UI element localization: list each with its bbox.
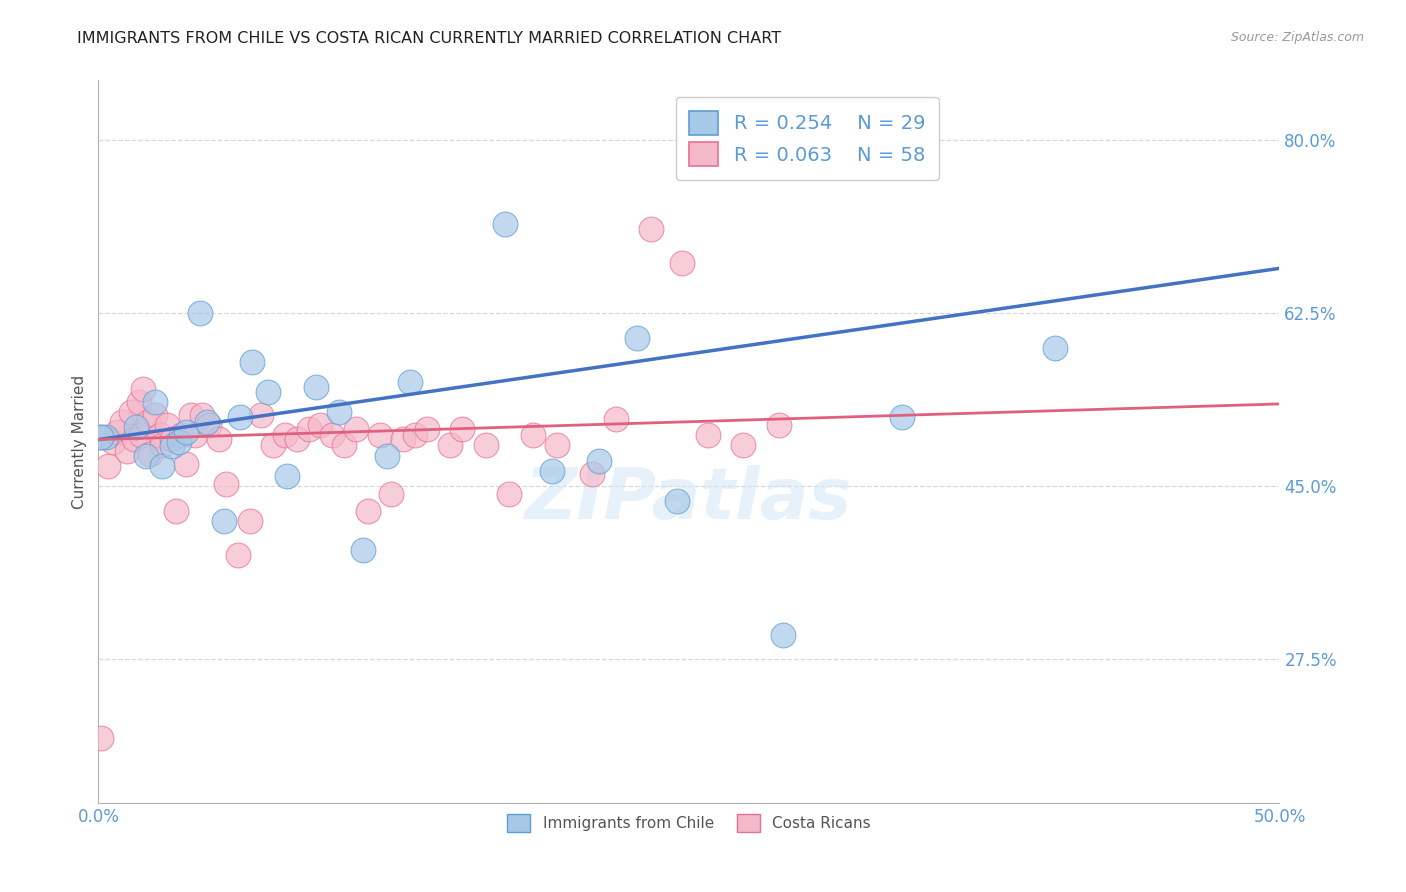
Point: [143, 408, 166, 422]
Point: [188, 306, 211, 320]
Point: [581, 467, 603, 482]
Point: [1043, 341, 1066, 355]
Point: [150, 459, 173, 474]
Point: [136, 415, 159, 429]
Point: [357, 504, 380, 518]
Point: [105, 425, 128, 439]
Point: [626, 330, 648, 344]
Point: [115, 444, 138, 458]
Point: [321, 427, 343, 442]
Point: [671, 256, 693, 270]
Point: [156, 417, 179, 432]
Point: [494, 217, 516, 231]
Point: [174, 458, 197, 472]
Point: [274, 427, 297, 442]
Point: [167, 434, 190, 449]
Text: IMMIGRANTS FROM CHILE VS COSTA RICAN CURRENTLY MARRIED CORRELATION CHART: IMMIGRANTS FROM CHILE VS COSTA RICAN CUR…: [77, 31, 782, 46]
Point: [257, 385, 280, 400]
Point: [165, 504, 187, 518]
Point: [522, 427, 544, 442]
Point: [344, 422, 367, 436]
Point: [90, 731, 112, 746]
Point: [498, 487, 520, 501]
Point: [262, 437, 284, 451]
Point: [451, 422, 474, 436]
Point: [696, 427, 718, 442]
Point: [276, 469, 298, 483]
Point: [285, 432, 308, 446]
Point: [215, 477, 238, 491]
Point: [305, 380, 328, 394]
Point: [128, 395, 150, 409]
Point: [170, 427, 193, 442]
Point: [666, 494, 689, 508]
Point: [149, 427, 172, 442]
Point: [121, 405, 143, 419]
Point: [640, 221, 662, 235]
Point: [588, 454, 610, 468]
Point: [541, 464, 564, 478]
Point: [135, 450, 157, 464]
Point: [208, 432, 231, 446]
Point: [132, 382, 155, 396]
Point: [240, 355, 263, 369]
Point: [404, 427, 426, 442]
Point: [97, 459, 120, 474]
Point: [309, 417, 332, 432]
Point: [605, 411, 627, 425]
Point: [90, 429, 112, 443]
Point: [150, 437, 173, 451]
Point: [111, 415, 134, 429]
Point: [229, 409, 252, 424]
Text: Source: ZipAtlas.com: Source: ZipAtlas.com: [1230, 31, 1364, 45]
Point: [772, 627, 794, 641]
Point: [328, 405, 350, 419]
Point: [122, 432, 145, 446]
Point: [239, 514, 262, 528]
Point: [212, 514, 235, 528]
Point: [298, 422, 321, 436]
Point: [768, 417, 790, 432]
Point: [174, 425, 197, 439]
Point: [352, 543, 374, 558]
Point: [191, 408, 214, 422]
Point: [226, 549, 249, 563]
Legend: Immigrants from Chile, Costa Ricans: Immigrants from Chile, Costa Ricans: [502, 807, 876, 838]
Point: [250, 408, 273, 422]
Point: [375, 450, 398, 464]
Point: [198, 417, 221, 432]
Point: [160, 440, 183, 454]
Point: [180, 408, 202, 422]
Point: [399, 375, 422, 389]
Point: [129, 427, 152, 442]
Point: [475, 437, 498, 451]
Point: [733, 437, 755, 451]
Point: [94, 429, 117, 443]
Point: [143, 395, 166, 409]
Point: [380, 487, 402, 501]
Point: [416, 422, 439, 436]
Point: [546, 437, 568, 451]
Point: [890, 409, 912, 424]
Point: [368, 427, 391, 442]
Point: [90, 429, 112, 443]
Point: [439, 437, 461, 451]
Point: [392, 432, 415, 446]
Point: [101, 434, 124, 449]
Point: [184, 427, 207, 442]
Y-axis label: Currently Married: Currently Married: [72, 375, 87, 508]
Point: [125, 419, 148, 434]
Point: [139, 447, 162, 461]
Point: [333, 437, 356, 451]
Point: [160, 432, 183, 446]
Point: [195, 415, 218, 429]
Text: ZIPatlas: ZIPatlas: [526, 465, 852, 533]
